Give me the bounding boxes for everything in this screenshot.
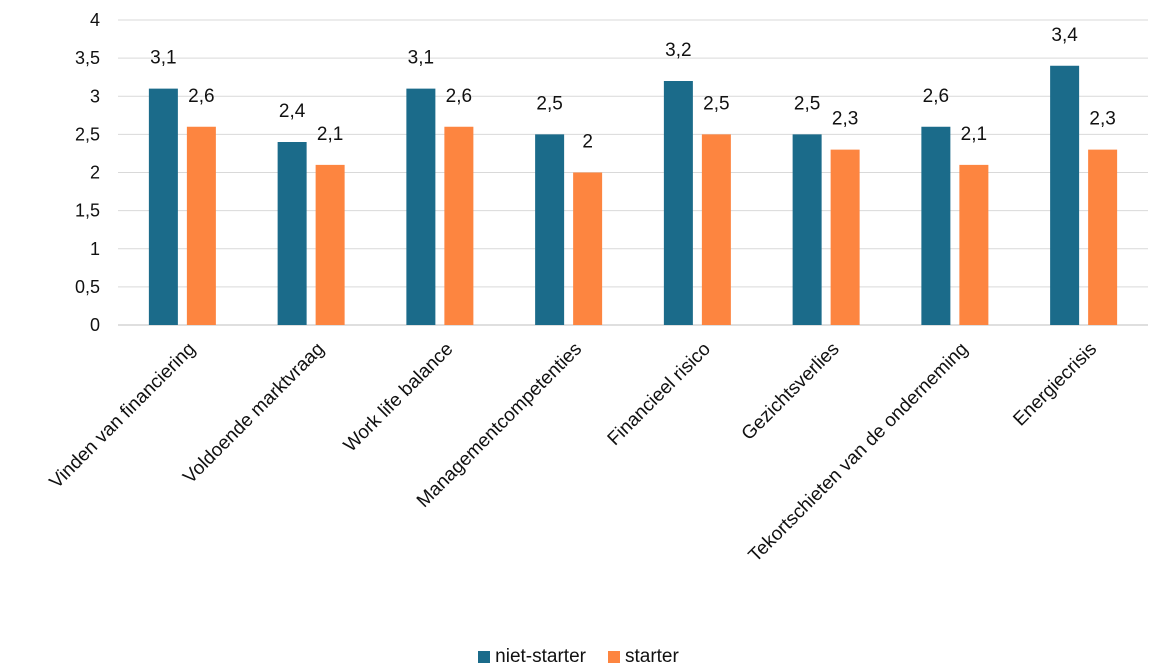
- y-tick-label: 3: [90, 86, 100, 106]
- data-label-starter: 2: [582, 132, 593, 153]
- x-category-label: Vinden van financiering: [46, 339, 200, 493]
- bar-starter: [830, 149, 860, 325]
- bar-niet-starter: [921, 126, 951, 325]
- x-category-label: Voldoende marktvraag: [179, 339, 328, 488]
- data-label-niet-starter: 3,4: [1051, 25, 1078, 46]
- bar-niet-starter: [277, 142, 307, 325]
- y-tick-label: 1: [90, 239, 100, 259]
- x-category-label: Tekortschieten van de onderneming: [745, 339, 973, 567]
- data-label-niet-starter: 3,2: [665, 40, 691, 61]
- x-category-label: Gezichtsverlies: [738, 339, 844, 445]
- legend: niet-starter starter: [0, 646, 1157, 668]
- bar-niet-starter: [792, 134, 822, 325]
- legend-label-niet-starter: niet-starter: [495, 646, 586, 667]
- legend-item-niet-starter: niet-starter: [478, 646, 586, 668]
- legend-swatch-starter: [607, 651, 620, 663]
- bar-starter: [186, 126, 216, 325]
- bar-starter: [315, 164, 345, 325]
- bar-niet-starter: [148, 88, 178, 325]
- data-label-niet-starter: 2,6: [923, 86, 949, 107]
- legend-label-starter: starter: [624, 646, 679, 667]
- data-labels: 3,1 2,6 2,4 2,1 3,1 2,6 2,5 2 3,2 2,5 2,5 2,3 2,6 2,1…: [150, 25, 1116, 153]
- data-label-niet-starter: 3,1: [150, 48, 176, 69]
- x-category-label: Financieel risico: [604, 339, 715, 450]
- bar-starter: [573, 172, 603, 325]
- data-label-starter: 2,6: [446, 86, 472, 107]
- data-label-starter: 2,6: [188, 86, 214, 107]
- y-axis-ticks: 0 0,5 1 1,5 2 2,5 3 3,5 4: [75, 10, 100, 335]
- y-tick-label: 0,5: [75, 277, 100, 297]
- bar-niet-starter: [535, 134, 565, 325]
- y-tick-label: 1,5: [75, 201, 100, 221]
- y-tick-label: 2: [90, 163, 100, 183]
- bar-starter: [444, 126, 474, 325]
- data-label-niet-starter: 2,5: [794, 93, 820, 114]
- bar-niet-starter: [1050, 65, 1080, 325]
- gridlines: [118, 19, 1148, 326]
- x-category-label: Work life balance: [340, 339, 458, 457]
- y-tick-label: 4: [90, 10, 100, 30]
- legend-item-starter: starter: [607, 646, 679, 668]
- data-label-starter: 2,3: [832, 109, 858, 130]
- y-tick-label: 3,5: [75, 48, 100, 68]
- bar-starter: [1088, 149, 1118, 325]
- legend-swatch-niet-starter: [478, 651, 491, 663]
- data-label-niet-starter: 2,5: [536, 93, 562, 114]
- x-category-label: Energiecrisis: [1009, 339, 1101, 431]
- bar-starter: [701, 134, 731, 325]
- data-label-starter: 2,3: [1089, 109, 1115, 130]
- y-tick-label: 2,5: [75, 124, 100, 144]
- data-label-starter: 2,5: [703, 93, 729, 114]
- data-label-niet-starter: 3,1: [408, 48, 434, 69]
- data-label-niet-starter: 2,4: [279, 101, 306, 122]
- bar-niet-starter: [406, 88, 436, 325]
- y-tick-label: 0: [90, 315, 100, 335]
- bar-starter: [959, 164, 989, 325]
- bars: [148, 65, 1118, 325]
- data-label-starter: 2,1: [317, 124, 343, 145]
- data-label-starter: 2,1: [961, 124, 987, 145]
- bar-niet-starter: [663, 81, 693, 325]
